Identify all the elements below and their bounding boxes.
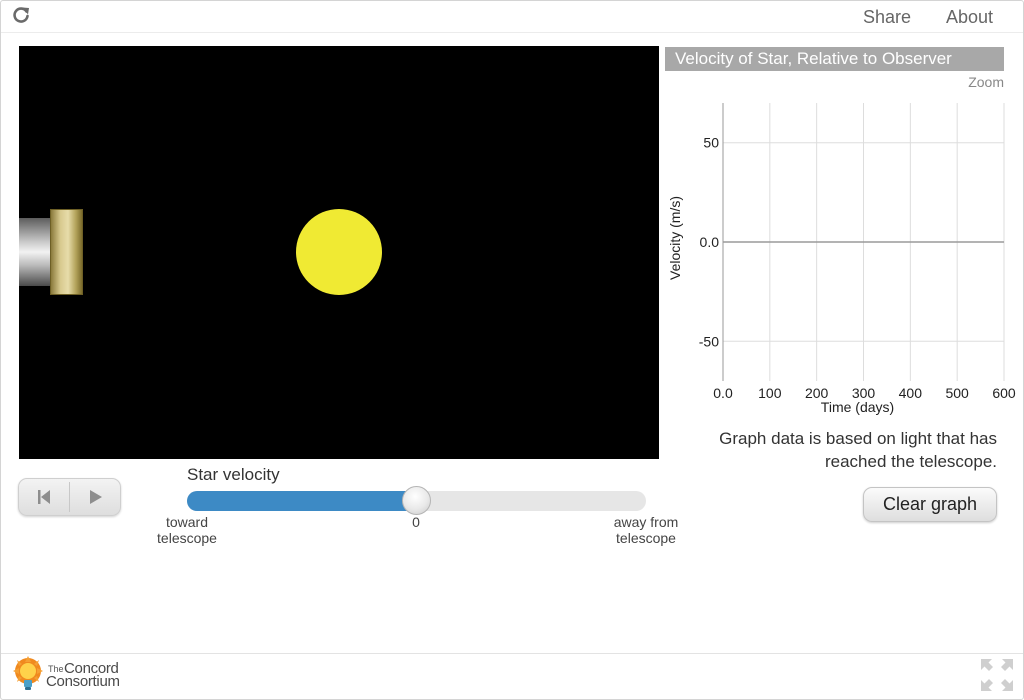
x-tick-label: 400 [899, 385, 923, 401]
fullscreen-icon[interactable] [980, 658, 1014, 692]
x-tick-label: 500 [945, 385, 969, 401]
x-tick-label: 300 [852, 385, 876, 401]
logo-text-concord: Concord [64, 660, 119, 677]
slider-caption-away: away from telescope [606, 514, 686, 546]
x-tick-label: 600 [992, 385, 1016, 401]
y-axis-label: Velocity (m/s) [667, 196, 683, 280]
y-tick-label: 50 [703, 135, 719, 151]
x-tick-label: 200 [805, 385, 829, 401]
zoom-link[interactable]: Zoom [968, 74, 1004, 90]
logo-text-the: The [48, 664, 64, 674]
skip-to-start-icon [38, 490, 50, 504]
share-link[interactable]: Share [863, 7, 912, 27]
caption-line: telescope [616, 530, 676, 546]
x-tick-label: 0.0 [713, 385, 733, 401]
play-button[interactable] [70, 479, 120, 515]
header-divider [1, 32, 1023, 33]
caption-line: toward [165, 514, 209, 530]
simulation-viewport [19, 46, 659, 459]
logo-text-consortium: Consortium [46, 673, 120, 690]
graph-title: Velocity of Star, Relative to Observer [665, 47, 1004, 71]
lightbulb-logo-icon [13, 656, 43, 690]
y-tick-label: -50 [699, 333, 719, 349]
x-tick-label: 100 [758, 385, 782, 401]
slider-thumb[interactable] [401, 486, 431, 515]
playback-controls [18, 478, 121, 516]
slider-fill [187, 491, 417, 511]
star-velocity-slider[interactable] [187, 486, 646, 515]
telescope-tube [19, 218, 53, 286]
about-link[interactable]: About [946, 7, 994, 27]
velocity-graph: 0.0 100 200 300 400 500 600 50 0.0 -50 Time (days)… [667, 103, 1016, 415]
concord-consortium-logo[interactable]: The Concord Consortium [12, 656, 134, 694]
clear-graph-button[interactable]: Clear graph [863, 487, 997, 522]
slider-label: Star velocity [187, 465, 280, 484]
reload-icon[interactable] [11, 5, 31, 25]
playback-separator [69, 482, 70, 512]
caption-line: away from [613, 514, 679, 530]
play-icon [90, 490, 102, 504]
reset-button[interactable] [19, 479, 69, 515]
footer-divider [1, 653, 1023, 654]
graph-note: Graph data is based on light that has re… [719, 429, 997, 471]
slider-caption-toward: toward telescope [150, 514, 224, 546]
caption-line: telescope [157, 530, 217, 546]
x-axis-label: Time (days) [821, 399, 894, 415]
telescope-lens [50, 209, 83, 295]
y-tick-label: 0.0 [700, 234, 720, 250]
star [296, 209, 382, 295]
slider-caption-zero: 0 [412, 514, 420, 530]
